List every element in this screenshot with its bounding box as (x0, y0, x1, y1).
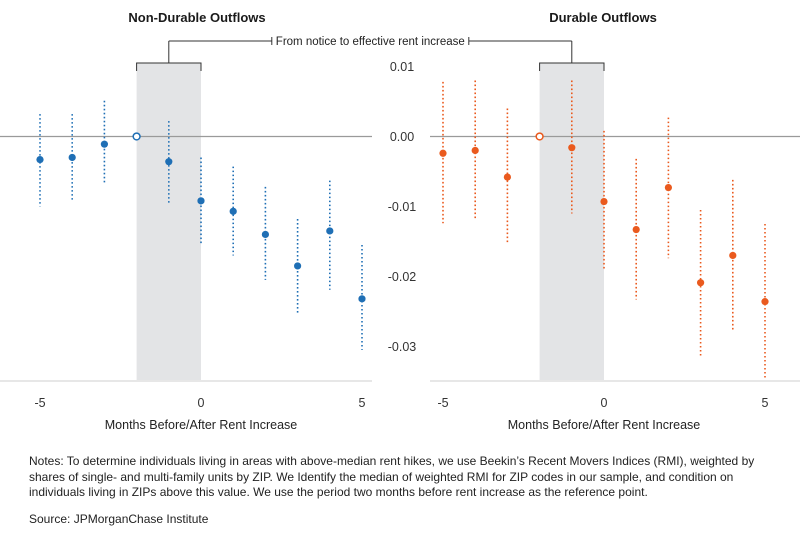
y-tick-label: 0.01 (390, 60, 414, 74)
data-point (632, 225, 640, 234)
chart-source: Source: JPMorganChase Institute (29, 512, 209, 526)
data-point (729, 251, 737, 260)
data-point (229, 207, 237, 215)
y-axis: 0.01 0.00 -0.01 -0.02 -0.03 (388, 60, 417, 354)
reference-point (535, 132, 544, 141)
non-durable-outflows-panel: Non-Durable Outflows -5 0 5 Months Before/Af… (0, 10, 372, 432)
data-point (36, 155, 44, 164)
data-point (100, 140, 108, 148)
panel-title: Durable Outflows (549, 10, 657, 25)
shaded-notice-region (539, 63, 604, 380)
durable-outflows-panel: Durable Outflows -5 0 5 Months Before/After … (430, 10, 800, 432)
reference-point (132, 132, 141, 141)
event-study-chart: Non-Durable Outflows -5 0 5 Months Before/Af… (0, 10, 800, 432)
data-point (664, 183, 673, 192)
data-point (165, 158, 173, 166)
data-point (326, 227, 334, 235)
data-point (761, 298, 769, 306)
x-tick-label: -5 (34, 396, 45, 410)
y-tick-label: -0.01 (388, 200, 417, 214)
x-tick-label: -5 (437, 396, 448, 410)
data-point (471, 146, 479, 155)
data-point (600, 197, 608, 206)
data-point (294, 262, 302, 270)
y-tick-label: -0.03 (388, 340, 417, 354)
x-axis-title: Months Before/After Rent Increase (105, 418, 298, 432)
data-point (503, 173, 511, 181)
y-tick-label: 0.00 (390, 130, 414, 144)
data-point (568, 144, 576, 152)
data-point (439, 149, 447, 157)
chart-notes: Notes: To determine individuals living i… (29, 454, 755, 499)
x-tick-label: 5 (762, 396, 769, 410)
x-tick-label: 5 (359, 396, 366, 410)
bracket-label: From notice to effective rent increase (276, 36, 465, 48)
x-tick-label: 0 (601, 396, 608, 410)
shaded-notice-region (136, 63, 201, 380)
data-point (697, 279, 705, 287)
data-point (68, 153, 76, 162)
panel-title: Non-Durable Outflows (128, 10, 265, 25)
notice-period-bracket: From notice to effective rent increase (136, 36, 605, 71)
data-point (261, 230, 269, 239)
x-axis-title: Months Before/After Rent Increase (508, 418, 701, 432)
x-tick-label: 0 (198, 396, 205, 410)
data-point (358, 295, 366, 303)
y-tick-label: -0.02 (388, 270, 417, 284)
data-point (197, 197, 205, 205)
